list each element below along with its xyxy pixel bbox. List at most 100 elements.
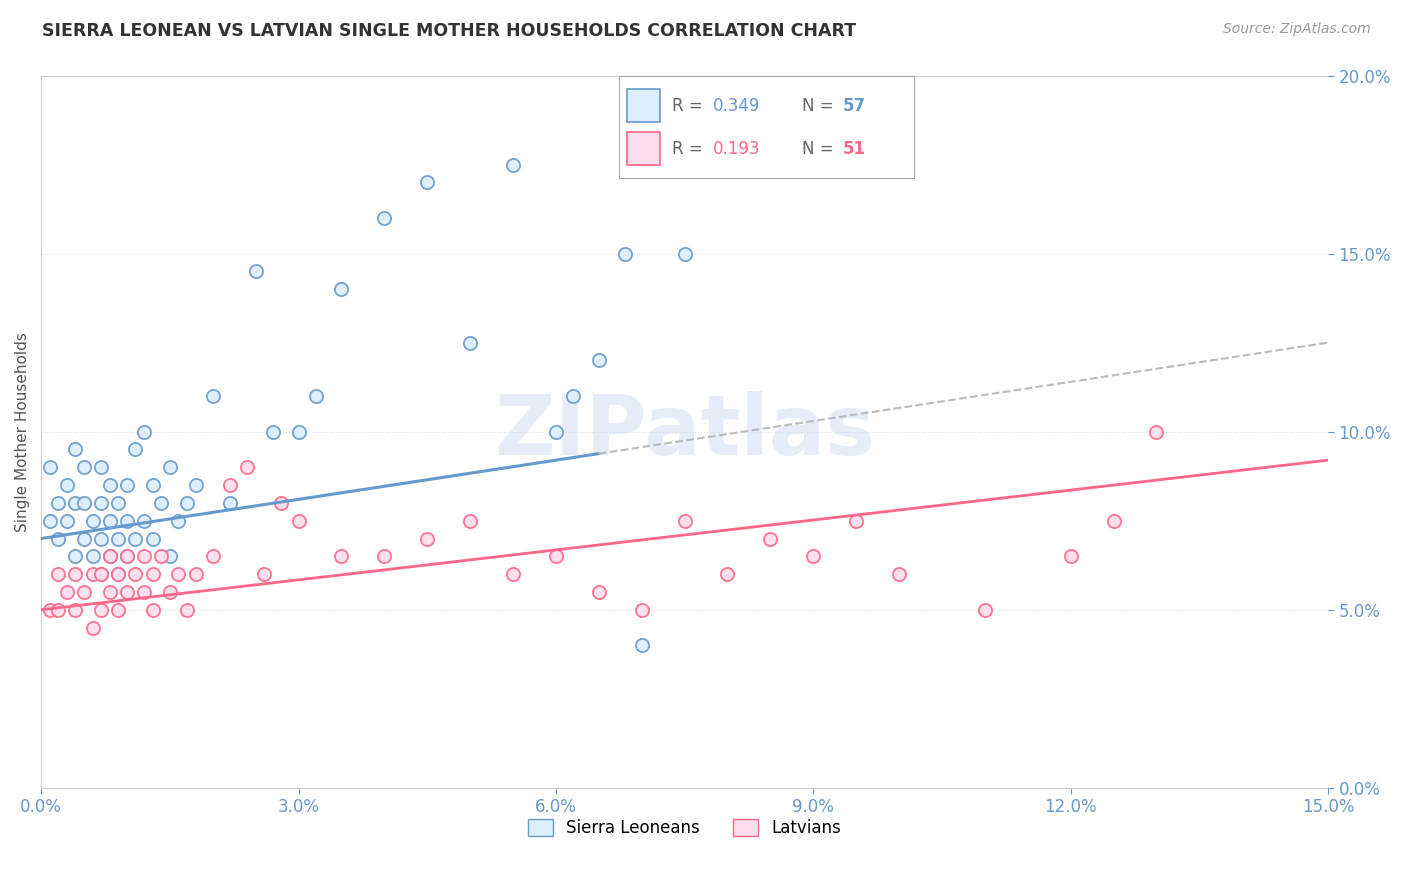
Point	[416, 175, 439, 189]
Point	[115, 514, 138, 528]
Point	[142, 478, 165, 492]
Text: R =: R =	[672, 96, 703, 114]
Point	[167, 514, 190, 528]
Point	[236, 460, 259, 475]
Point	[56, 514, 79, 528]
Legend: Sierra Leoneans, Latvians: Sierra Leoneans, Latvians	[522, 812, 848, 844]
Point	[759, 532, 782, 546]
Text: SIERRA LEONEAN VS LATVIAN SINGLE MOTHER HOUSEHOLDS CORRELATION CHART: SIERRA LEONEAN VS LATVIAN SINGLE MOTHER …	[42, 22, 856, 40]
Point	[973, 603, 995, 617]
Point	[82, 621, 104, 635]
Text: 51: 51	[844, 140, 866, 158]
Point	[287, 425, 309, 439]
Point	[115, 585, 138, 599]
Point	[167, 567, 190, 582]
Point	[150, 496, 173, 510]
Bar	[627, 132, 659, 165]
Bar	[627, 89, 659, 122]
Point	[124, 567, 146, 582]
Point	[124, 442, 146, 457]
Point	[98, 549, 121, 564]
Point	[458, 335, 481, 350]
Point	[416, 532, 439, 546]
Point	[115, 549, 138, 564]
Point	[150, 549, 173, 564]
Point	[159, 585, 181, 599]
Point	[115, 549, 138, 564]
Point	[159, 460, 181, 475]
Point	[132, 514, 155, 528]
Point	[132, 585, 155, 599]
Text: 0.193: 0.193	[713, 140, 761, 158]
Point	[56, 585, 79, 599]
Point	[107, 532, 129, 546]
Point	[159, 549, 181, 564]
Point	[1102, 514, 1125, 528]
Point	[115, 478, 138, 492]
Point	[1060, 549, 1083, 564]
Point	[38, 514, 60, 528]
Point	[73, 460, 96, 475]
Point	[132, 549, 155, 564]
Point	[38, 603, 60, 617]
Point	[98, 514, 121, 528]
Point	[562, 389, 585, 403]
Point	[502, 567, 524, 582]
Point	[184, 567, 207, 582]
Point	[630, 639, 652, 653]
Point	[544, 425, 567, 439]
Point	[142, 532, 165, 546]
Point	[305, 389, 328, 403]
Text: 57: 57	[844, 96, 866, 114]
Point	[98, 549, 121, 564]
Point	[588, 353, 610, 368]
Point	[253, 567, 276, 582]
Text: N =: N =	[801, 96, 834, 114]
Text: N =: N =	[801, 140, 834, 158]
Point	[90, 496, 112, 510]
Point	[716, 140, 738, 154]
Point	[56, 478, 79, 492]
Point	[330, 282, 353, 296]
Point	[673, 246, 696, 260]
Point	[107, 567, 129, 582]
Point	[201, 549, 224, 564]
Point	[142, 603, 165, 617]
Point	[90, 567, 112, 582]
Point	[107, 496, 129, 510]
Point	[373, 211, 395, 225]
Point	[73, 496, 96, 510]
Point	[845, 514, 868, 528]
Point	[1146, 425, 1168, 439]
Point	[65, 549, 87, 564]
Point	[630, 603, 652, 617]
Point	[82, 549, 104, 564]
Point	[801, 549, 824, 564]
Text: R =: R =	[672, 140, 703, 158]
Point	[716, 567, 738, 582]
Point	[245, 264, 267, 278]
Point	[38, 460, 60, 475]
Point	[73, 532, 96, 546]
Point	[90, 603, 112, 617]
Point	[502, 157, 524, 171]
Point	[65, 603, 87, 617]
Point	[73, 585, 96, 599]
Point	[613, 246, 636, 260]
Point	[124, 532, 146, 546]
Point	[588, 585, 610, 599]
Point	[176, 496, 198, 510]
Point	[262, 425, 284, 439]
Point	[46, 603, 69, 617]
Point	[218, 478, 240, 492]
Point	[270, 496, 292, 510]
Point	[373, 549, 395, 564]
Point	[673, 514, 696, 528]
Y-axis label: Single Mother Households: Single Mother Households	[15, 332, 30, 532]
Point	[287, 514, 309, 528]
Point	[82, 567, 104, 582]
Point	[65, 496, 87, 510]
Point	[82, 514, 104, 528]
Text: Source: ZipAtlas.com: Source: ZipAtlas.com	[1223, 22, 1371, 37]
Point	[90, 460, 112, 475]
